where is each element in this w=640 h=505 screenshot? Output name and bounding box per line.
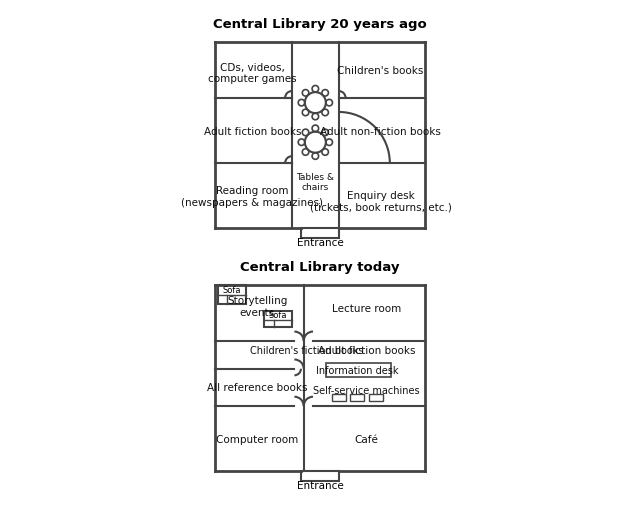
- Text: Central Library today: Central Library today: [240, 261, 400, 273]
- Text: Sofa: Sofa: [222, 286, 241, 294]
- Bar: [301, 471, 339, 481]
- Text: Computer room: Computer room: [216, 434, 298, 444]
- Text: Lecture room: Lecture room: [332, 304, 401, 314]
- Text: Children's books: Children's books: [337, 66, 424, 76]
- Text: All reference books: All reference books: [207, 383, 307, 392]
- Text: Storytelling
events: Storytelling events: [227, 295, 287, 317]
- Bar: [369, 394, 383, 401]
- Bar: [350, 394, 364, 401]
- Text: Tables &
chairs: Tables & chairs: [296, 173, 334, 192]
- Text: Sofa: Sofa: [269, 311, 287, 320]
- Text: Adult fiction books: Adult fiction books: [318, 345, 415, 356]
- Text: Adult fiction books: Adult fiction books: [204, 126, 301, 136]
- Text: Information desk: Information desk: [316, 365, 399, 375]
- Text: Self-service machines: Self-service machines: [313, 385, 420, 395]
- Text: Entrance: Entrance: [296, 480, 344, 490]
- Text: Café: Café: [355, 434, 378, 444]
- Text: Enquiry desk
(tickets, book returns, etc.): Enquiry desk (tickets, book returns, etc…: [310, 190, 451, 212]
- Bar: [332, 394, 346, 401]
- Bar: [264, 311, 292, 327]
- Text: Adult non-fiction books: Adult non-fiction books: [320, 126, 441, 136]
- Bar: [218, 285, 246, 304]
- Text: Entrance: Entrance: [296, 238, 344, 248]
- Text: Central Library 20 years ago: Central Library 20 years ago: [213, 18, 427, 31]
- Text: Children's fiction books: Children's fiction books: [250, 345, 364, 356]
- Bar: [301, 229, 339, 238]
- Text: Reading room
(newspapers & magazines): Reading room (newspapers & magazines): [182, 185, 323, 207]
- FancyBboxPatch shape: [326, 363, 391, 377]
- Text: CDs, videos,
computer games: CDs, videos, computer games: [208, 63, 297, 84]
